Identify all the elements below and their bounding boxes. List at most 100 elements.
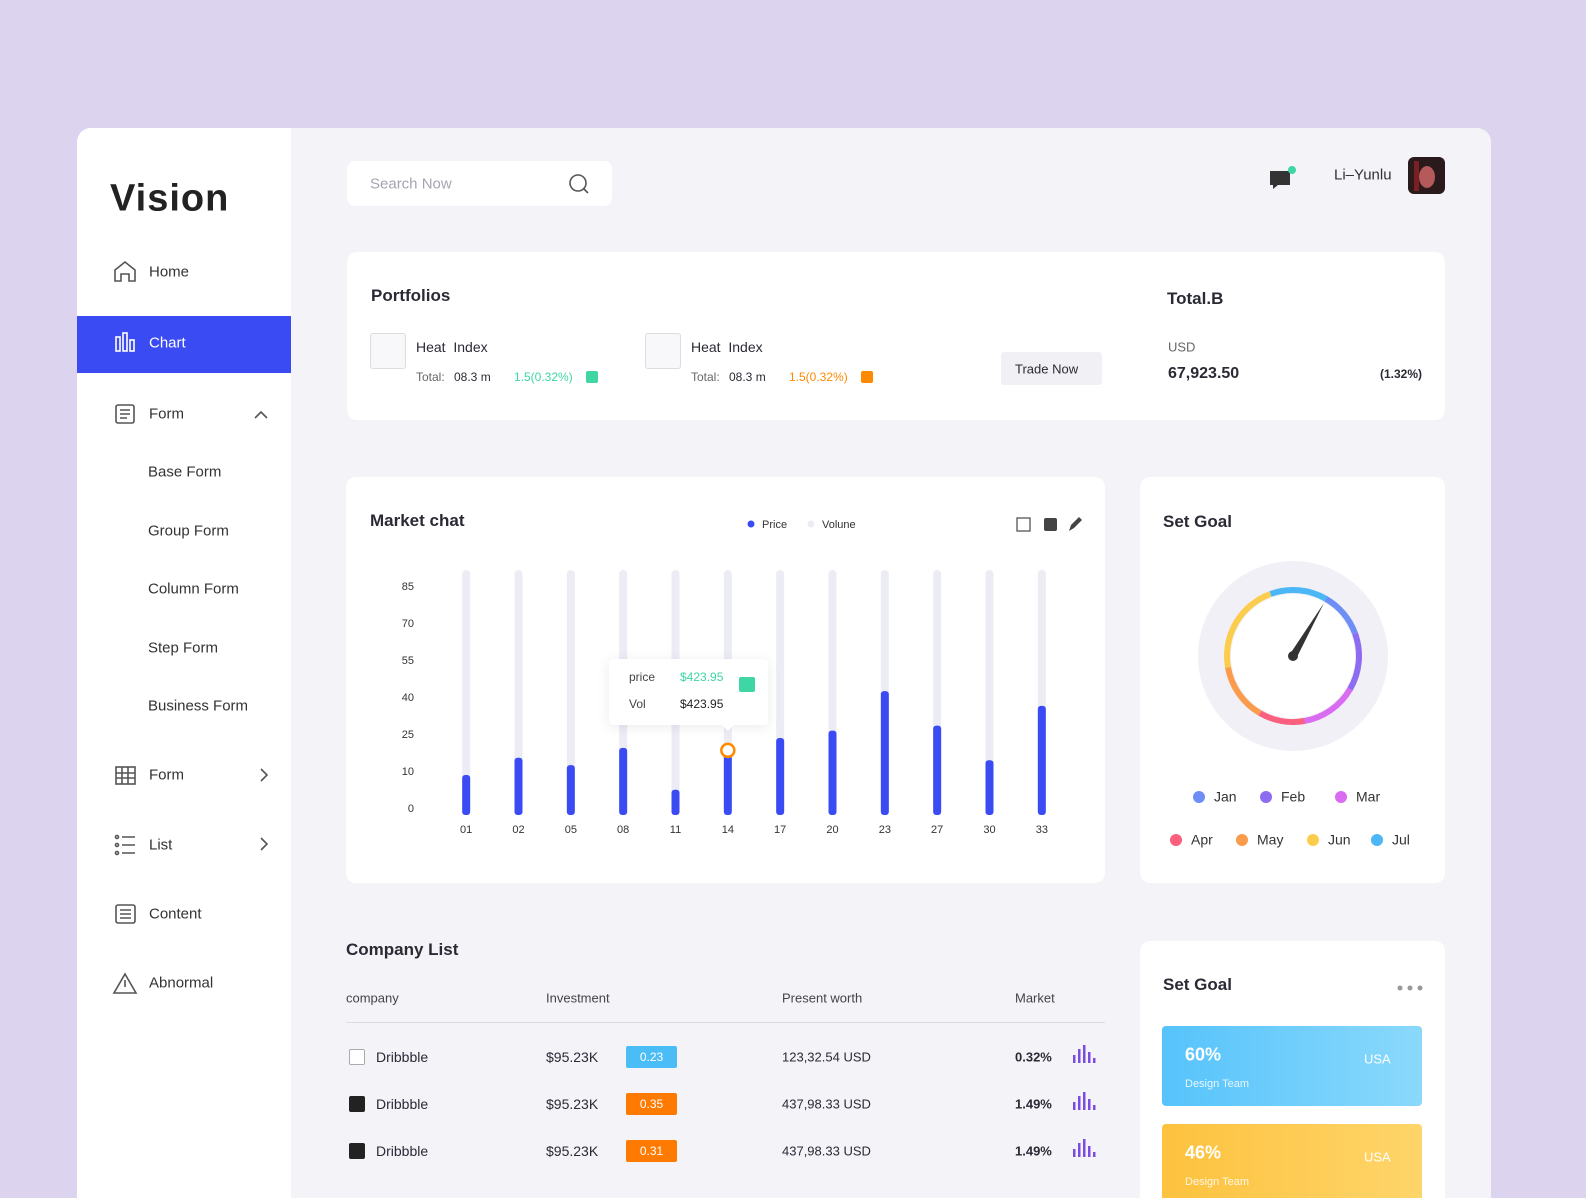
item-total-label: Total: xyxy=(416,370,445,384)
search-icon[interactable] xyxy=(566,171,592,197)
legend-label: Apr xyxy=(1191,832,1213,848)
market-trend-icon xyxy=(1088,1099,1091,1110)
column-header: Present worth xyxy=(782,990,863,1006)
x-tick-label: 01 xyxy=(460,824,472,836)
item-total: 08.3 m xyxy=(729,370,766,384)
chart-title: Market chat xyxy=(370,511,465,530)
market-trend-icon xyxy=(1083,1092,1086,1110)
x-tick-label: 23 xyxy=(879,824,891,836)
logo: Vision xyxy=(110,177,230,220)
legend-label: Mar xyxy=(1356,789,1380,805)
submenu-item[interactable]: Group Form xyxy=(148,522,229,540)
bar xyxy=(985,760,994,815)
bar-track xyxy=(462,570,471,815)
menu-item[interactable]: Form xyxy=(149,405,184,423)
tooltip-label: Vol xyxy=(629,697,646,711)
menu-item[interactable]: Home xyxy=(149,263,190,281)
present-worth: 437,98.33 USD xyxy=(782,1096,871,1112)
bar xyxy=(514,757,523,815)
x-tick-label: 14 xyxy=(722,824,734,836)
rate-badge: 0.31 xyxy=(626,1140,677,1162)
column-header: Market xyxy=(1015,990,1055,1006)
portfolio-panel xyxy=(347,252,1445,420)
trade-button-label[interactable]: Trade Now xyxy=(1015,361,1079,377)
submenu-item[interactable]: Base Form xyxy=(148,463,222,481)
legend-marker xyxy=(747,520,755,528)
rate-badge: 0.23 xyxy=(626,1046,677,1068)
market: 1.49% xyxy=(1015,1096,1052,1112)
legend-marker xyxy=(1371,834,1383,846)
item-change-icon xyxy=(586,371,598,383)
active-menu-bg[interactable] xyxy=(77,316,291,373)
panel-title: Set Goal xyxy=(1163,975,1232,994)
panel-title: Set Goal xyxy=(1163,512,1232,531)
goal-team: Design Team xyxy=(1185,1176,1249,1188)
item-icon xyxy=(370,333,406,369)
y-tick-label: 10 xyxy=(402,766,414,778)
market-trend-icon xyxy=(1088,1146,1091,1157)
tooltip-box xyxy=(609,659,768,725)
total-title: Total.B xyxy=(1167,289,1224,308)
market-trend-icon xyxy=(1093,1152,1096,1157)
checkbox[interactable] xyxy=(349,1143,365,1159)
tooltip-up-icon xyxy=(739,677,755,692)
x-tick-label: 20 xyxy=(826,824,838,836)
legend-marker xyxy=(1260,791,1272,803)
bar-track xyxy=(566,570,575,815)
bar xyxy=(462,775,471,815)
trade-button[interactable] xyxy=(1001,352,1102,385)
submenu-item[interactable]: Step Form xyxy=(148,639,219,657)
investment: $95.23K xyxy=(546,1049,599,1065)
more-icon[interactable] xyxy=(1396,983,1424,993)
menu-item[interactable]: List xyxy=(149,836,173,854)
tooltip-pointer xyxy=(721,725,734,731)
search-placeholder: Search Now xyxy=(370,175,452,193)
bar xyxy=(723,750,732,815)
chat-icon[interactable] xyxy=(1268,164,1300,194)
goal-team: Design Team xyxy=(1185,1078,1249,1090)
submenu-item[interactable]: Business Form xyxy=(148,697,249,715)
total-amount: 67,923.50 xyxy=(1168,365,1240,382)
goal-percent: 46% xyxy=(1185,1142,1222,1163)
user-name[interactable]: Li–Yunlu xyxy=(1334,166,1392,184)
bar xyxy=(880,691,889,815)
bar xyxy=(1037,705,1046,815)
bar xyxy=(619,747,628,815)
sidebar xyxy=(77,128,291,1198)
checkbox[interactable] xyxy=(349,1096,365,1112)
menu-item[interactable]: Form xyxy=(149,766,184,784)
item-icon xyxy=(645,333,681,369)
goal-card xyxy=(1162,1124,1422,1198)
bar xyxy=(933,725,942,815)
present-worth: 123,32.54 USD xyxy=(782,1049,871,1065)
bar xyxy=(828,730,837,815)
investment: $95.23K xyxy=(546,1143,599,1159)
bar-track xyxy=(985,570,994,815)
table-divider xyxy=(346,1022,1105,1023)
checkbox[interactable] xyxy=(349,1049,365,1065)
market: 1.49% xyxy=(1015,1143,1052,1159)
market-trend-icon xyxy=(1078,1143,1081,1157)
legend-label: Price xyxy=(762,519,787,531)
item-change: 1.5(0.32%) xyxy=(514,370,573,384)
search-box[interactable] xyxy=(347,161,612,206)
market-trend-icon xyxy=(1093,1105,1096,1110)
legend-marker xyxy=(1236,834,1248,846)
column-header: Investment xyxy=(546,990,610,1006)
submenu-item[interactable]: Column Form xyxy=(148,580,239,598)
goal-percent: 60% xyxy=(1185,1044,1222,1065)
avatar[interactable] xyxy=(1408,157,1445,194)
goal-card xyxy=(1162,1026,1422,1106)
menu-item[interactable]: Abnormal xyxy=(149,974,214,992)
menu-item[interactable]: Chart xyxy=(149,334,186,352)
sidebar-icons xyxy=(112,260,269,994)
menu-item[interactable]: Content xyxy=(149,905,202,923)
x-tick-label: 05 xyxy=(565,824,577,836)
column-header: company xyxy=(346,990,399,1006)
calendar-icon xyxy=(1016,517,1031,532)
legend-marker xyxy=(1193,791,1205,803)
currency: USD xyxy=(1168,339,1196,355)
market-trend-icon xyxy=(1073,1102,1076,1110)
x-tick-label: 08 xyxy=(617,824,629,836)
